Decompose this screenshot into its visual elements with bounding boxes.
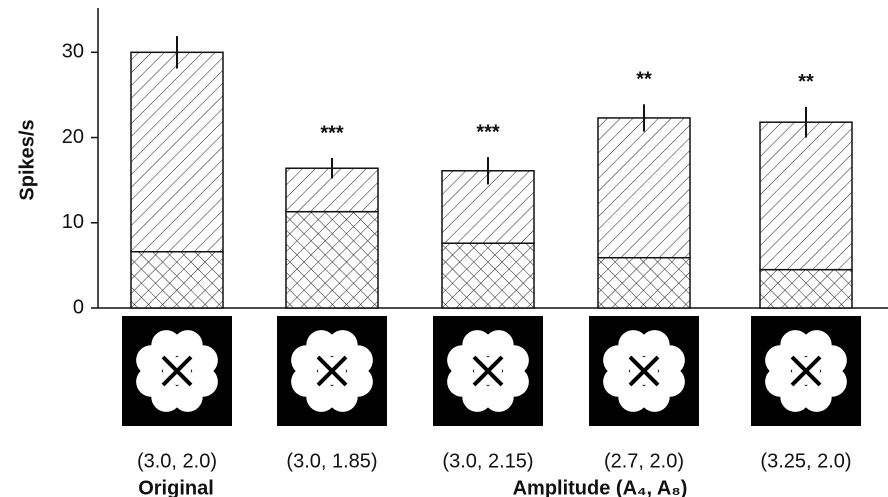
bar-segment: [285, 210, 379, 309]
y-tick-label: 20: [62, 126, 84, 148]
stimulus-icon: [751, 316, 861, 426]
bar-segment: [597, 256, 691, 309]
bar-segment: [759, 121, 853, 271]
y-tick-label: 10: [62, 211, 84, 233]
icon-lobe: [342, 345, 373, 376]
stimulus-icon: [122, 316, 232, 426]
x-tick-label: (3.25, 2.0): [760, 450, 851, 472]
significance-label: **: [636, 69, 652, 91]
icon-lobe: [462, 330, 493, 361]
icon-lobe: [780, 330, 811, 361]
bar-segment: [130, 251, 224, 309]
x-tick-label: (3.0, 2.0): [137, 450, 217, 472]
icon-lobe: [447, 366, 478, 397]
icon-cross: [628, 355, 660, 387]
icon-lobe: [291, 366, 322, 397]
significance-label: ***: [320, 122, 344, 144]
icon-lobe: [498, 345, 529, 376]
stimulus-icon: [433, 316, 543, 426]
icon-lobe: [816, 345, 847, 376]
bar-segment: [441, 242, 535, 309]
icon-lobe: [603, 366, 634, 397]
y-tick-label: 0: [73, 296, 84, 318]
y-tick-label: 30: [62, 41, 84, 63]
bar-segment: [759, 268, 853, 309]
icon-lobe: [801, 381, 832, 412]
bar-segment: [597, 117, 691, 259]
x-tick-label: (2.7, 2.0): [604, 450, 684, 472]
significance-label: ***: [476, 121, 500, 143]
icon-lobe: [327, 381, 358, 412]
stimulus-icon: [589, 316, 699, 426]
x-group-label: Original: [138, 477, 214, 497]
icon-lobe: [639, 381, 670, 412]
icon-lobe: [306, 330, 337, 361]
y-axis-label: Spikes/s: [16, 119, 38, 200]
icon-lobe: [151, 330, 182, 361]
icon-cross: [161, 355, 193, 387]
icon-lobe: [187, 345, 218, 376]
icon-lobe: [172, 381, 203, 412]
icon-lobe: [765, 366, 796, 397]
icon-lobe: [136, 366, 167, 397]
significance-label: **: [798, 71, 814, 93]
icon-lobe: [483, 381, 514, 412]
icon-cross: [316, 355, 348, 387]
icon-cross: [790, 355, 822, 387]
stimulus-icon: [277, 316, 387, 426]
x-tick-label: (3.0, 1.85): [286, 450, 377, 472]
icon-lobe: [654, 345, 685, 376]
icon-lobe: [618, 330, 649, 361]
bar-segment: [130, 51, 224, 253]
x-tick-label: (3.0, 2.15): [442, 450, 533, 472]
x-group-label: Amplitude (A₄, A₈): [513, 477, 688, 497]
icon-cross: [472, 355, 504, 387]
